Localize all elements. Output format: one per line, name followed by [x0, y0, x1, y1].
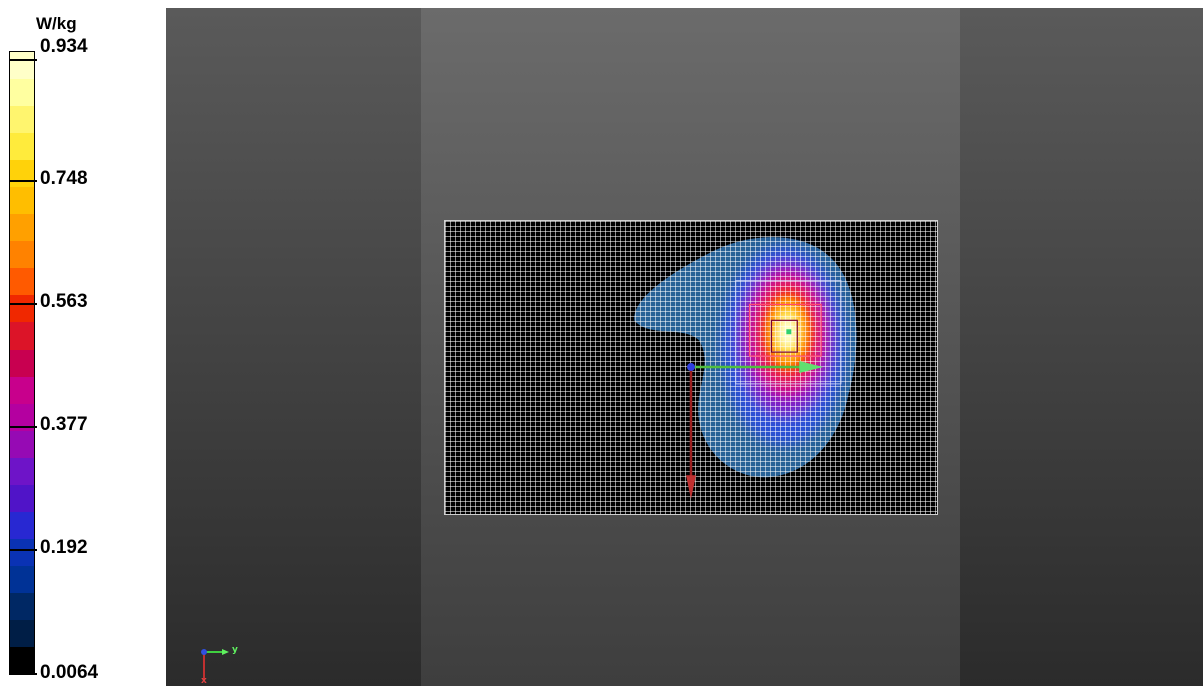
color-scale-segment: [10, 160, 34, 188]
tick-mark: [9, 549, 37, 551]
tick-mark: [9, 673, 37, 675]
color-scale-bar: [9, 51, 35, 675]
color-scale-segment: [10, 349, 34, 377]
color-scale-segment: [10, 241, 34, 269]
probe-arrow-y: [799, 361, 824, 373]
tick-label: 0.192: [40, 537, 88, 558]
tick-mark: [9, 180, 37, 182]
color-scale-segment: [10, 268, 34, 296]
color-scale-segment: [10, 106, 34, 134]
color-scale-segment: [10, 295, 34, 323]
color-scale-segment: [10, 592, 34, 620]
color-scale-segment: [10, 52, 34, 80]
3d-viewport[interactable]: y x: [166, 8, 1203, 686]
tick-mark: [9, 59, 37, 61]
color-scale-segment: [10, 187, 34, 215]
zoom-scan-overlay: [686, 280, 842, 500]
color-scale-segment: [10, 214, 34, 242]
color-scale-segment: [10, 322, 34, 350]
color-scale-segment: [10, 79, 34, 107]
zoom-scan-box: [735, 280, 842, 385]
orientation-axes-gizmo: y x: [198, 644, 248, 686]
tick-label: 0.563: [40, 291, 88, 312]
axis-y-label: y: [232, 645, 238, 655]
color-scale-segment: [10, 647, 34, 675]
color-scale-segment: [10, 619, 34, 648]
color-scale-segment: [10, 133, 34, 161]
axes-icon: [201, 649, 229, 680]
tick-mark: [9, 426, 37, 428]
probe-origin: [687, 363, 695, 371]
probe-arrow-x: [686, 475, 696, 500]
color-scale-segment: [10, 511, 34, 539]
tick-label-max: 0.934: [40, 36, 88, 57]
peak-point: [786, 329, 792, 335]
color-scale-segment: [10, 430, 34, 458]
tick-label-min: 0.0064: [40, 662, 99, 683]
peak-marker-box: [770, 319, 798, 353]
scan-area-grid[interactable]: [444, 220, 938, 515]
colorbar-legend: W/kg 0.934 0.748 0.563 0.377 0.192 0.006…: [0, 0, 160, 686]
color-scale-segment: [10, 538, 34, 566]
color-scale-segment: [10, 484, 34, 512]
axis-x-label: x: [201, 676, 207, 686]
color-scale-segment: [10, 565, 34, 593]
zoom-scan-inner-box: [749, 303, 822, 357]
color-scale-segment: [10, 376, 34, 404]
legend-unit-label: W/kg: [36, 14, 77, 33]
tick-label: 0.748: [40, 168, 88, 189]
tick-mark: [9, 303, 37, 305]
tick-label: 0.377: [40, 414, 88, 435]
color-scale-segment: [10, 457, 34, 485]
